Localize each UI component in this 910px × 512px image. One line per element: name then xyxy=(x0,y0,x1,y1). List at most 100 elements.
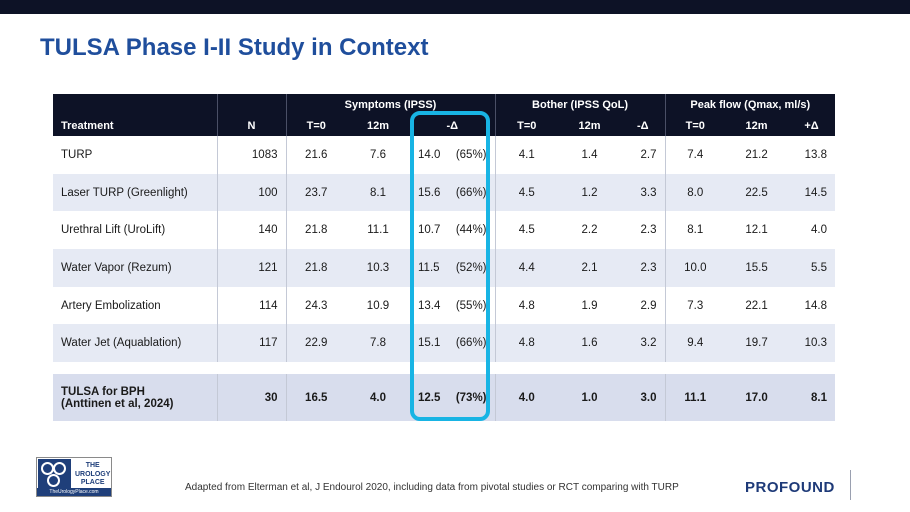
cell-p-t0: 7.3 xyxy=(664,286,726,325)
cell-s-delta: 10.7 (44%) xyxy=(410,211,496,250)
delta-percent: (73%) xyxy=(455,391,487,404)
delta-value: 15.1 xyxy=(418,337,441,350)
group-peak-flow: Peak flow (Qmax, ml/s) xyxy=(664,94,836,115)
tulsa-citation: (Anttinen et al, 2024) xyxy=(61,397,174,410)
delta-value: 15.6 xyxy=(418,186,441,199)
cell-b-t0: 4.8 xyxy=(494,324,559,363)
cell-s-12m: 10.9 xyxy=(346,286,410,325)
cell-b-12m: 2.1 xyxy=(558,249,622,287)
cell-treatment: TULSA for BPH (Anttinen et al, 2024) xyxy=(53,374,217,422)
cell-p-12m: 12.1 xyxy=(725,211,789,250)
cell-p-t0: 7.4 xyxy=(664,136,726,174)
cell-b-12m: 1.4 xyxy=(558,136,622,174)
cell-s-delta: 14.0 (65%) xyxy=(410,136,496,174)
group-bother: Bother (IPSS QoL) xyxy=(494,94,666,115)
cell-b-t0: 4.1 xyxy=(494,136,559,174)
cell-s-delta: 12.5 (73%) xyxy=(410,374,496,422)
header-symptoms-t0: T=0 xyxy=(285,115,346,136)
cell-b-delta: 3.0 xyxy=(621,374,666,422)
cell-s-t0: 21.8 xyxy=(285,211,346,250)
cell-n: 1083 xyxy=(216,136,286,174)
cell-n: 117 xyxy=(216,324,286,363)
cell-s-t0: 21.8 xyxy=(285,249,346,287)
cell-b-delta: 2.7 xyxy=(621,136,666,174)
cell-p-12m: 19.7 xyxy=(725,324,789,363)
cell-treatment: Artery Embolization xyxy=(53,286,217,325)
cell-p-12m: 21.2 xyxy=(725,136,789,174)
cell-b-12m: 1.2 xyxy=(558,173,622,212)
table-row: Water Jet (Aquablation) 117 22.9 7.8 15.… xyxy=(53,324,836,363)
cell-b-12m: 2.2 xyxy=(558,211,622,250)
urology-place-logo: THE UROLOGY PLACE TheUrologyPlace.com xyxy=(36,457,112,497)
header-symptoms-delta: -Δ xyxy=(410,115,496,136)
cell-b-delta: 3.3 xyxy=(621,173,666,212)
cell-s-delta: 13.4 (55%) xyxy=(410,286,496,325)
cell-treatment: Urethral Lift (UroLift) xyxy=(53,211,217,250)
cell-b-12m: 1.9 xyxy=(558,286,622,325)
cell-s-t0: 16.5 xyxy=(285,374,346,422)
delta-value: 11.5 xyxy=(418,261,440,274)
cell-s-12m: 4.0 xyxy=(346,374,410,422)
cell-n: 30 xyxy=(216,374,286,422)
cell-s-t0: 24.3 xyxy=(285,286,346,325)
cell-p-t0: 10.0 xyxy=(664,249,726,287)
cell-p-t0: 8.1 xyxy=(664,211,726,250)
header-flow-12m: 12m xyxy=(725,115,789,136)
page-title: TULSA Phase I-II Study in Context xyxy=(40,34,429,61)
table-row: Artery Embolization 114 24.3 10.9 13.4 (5… xyxy=(53,286,836,325)
delta-percent: (66%) xyxy=(455,186,487,199)
header-flow-delta: +Δ xyxy=(788,115,836,136)
cell-treatment: Water Jet (Aquablation) xyxy=(53,324,217,363)
table-row: Urethral Lift (UroLift) 140 21.8 11.1 10… xyxy=(53,211,836,250)
cell-s-t0: 21.6 xyxy=(285,136,346,174)
table-row-tulsa: TULSA for BPH (Anttinen et al, 2024) 30 1… xyxy=(53,374,836,422)
brand-divider xyxy=(850,470,851,500)
cell-p-delta: 8.1 xyxy=(788,374,836,422)
cell-p-t0: 11.1 xyxy=(664,374,726,422)
delta-value: 10.7 xyxy=(418,224,441,237)
cell-p-delta: 10.3 xyxy=(788,324,836,363)
cell-b-delta: 3.2 xyxy=(621,324,666,363)
delta-percent: (44%) xyxy=(455,224,487,237)
cell-p-t0: 8.0 xyxy=(664,173,726,212)
header-bother-12m: 12m xyxy=(558,115,622,136)
cell-b-12m: 1.6 xyxy=(558,324,622,363)
cell-s-delta: 11.5 (52%) xyxy=(410,249,496,287)
cell-s-12m: 8.1 xyxy=(346,173,410,212)
cell-s-12m: 10.3 xyxy=(346,249,410,287)
cell-b-t0: 4.5 xyxy=(494,211,559,250)
delta-percent: (55%) xyxy=(455,299,487,312)
cell-p-delta: 14.5 xyxy=(788,173,836,212)
table-row: Laser TURP (Greenlight) 100 23.7 8.1 15.… xyxy=(53,173,836,212)
cell-b-delta: 2.3 xyxy=(621,249,666,287)
top-banner xyxy=(0,0,910,14)
cell-p-12m: 15.5 xyxy=(725,249,789,287)
header-treatment: Treatment xyxy=(53,94,217,136)
cell-s-delta: 15.1 (66%) xyxy=(410,324,496,363)
header-flow-t0: T=0 xyxy=(664,115,726,136)
delta-value: 14.0 xyxy=(418,148,441,161)
cell-b-t0: 4.5 xyxy=(494,173,559,212)
row-spacer xyxy=(53,362,836,375)
cell-b-delta: 2.9 xyxy=(621,286,666,325)
cell-s-t0: 23.7 xyxy=(285,173,346,212)
cell-s-delta: 15.6 (66%) xyxy=(410,173,496,212)
cell-n: 100 xyxy=(216,173,286,212)
cell-p-12m: 17.0 xyxy=(725,374,789,422)
cell-p-delta: 4.0 xyxy=(788,211,836,250)
delta-percent: (66%) xyxy=(455,337,487,350)
comparison-table: Treatment N Symptoms (IPSS) Bother (IPSS… xyxy=(53,94,836,422)
cell-n: 121 xyxy=(216,249,286,287)
cell-b-t0: 4.4 xyxy=(494,249,559,287)
cell-b-delta: 2.3 xyxy=(621,211,666,250)
delta-percent: (65%) xyxy=(455,148,487,161)
delta-value: 13.4 xyxy=(418,299,441,312)
logo-text: THE UROLOGY PLACE xyxy=(75,462,111,486)
header-symptoms-12m: 12m xyxy=(346,115,410,136)
group-symptoms: Symptoms (IPSS) xyxy=(285,94,496,115)
table-row: TURP 1083 21.6 7.6 14.0 (65%) 4.1 1.4 2.7… xyxy=(53,136,836,174)
cell-p-t0: 9.4 xyxy=(664,324,726,363)
cell-s-12m: 7.8 xyxy=(346,324,410,363)
cell-s-t0: 22.9 xyxy=(285,324,346,363)
cell-treatment: Laser TURP (Greenlight) xyxy=(53,173,217,212)
